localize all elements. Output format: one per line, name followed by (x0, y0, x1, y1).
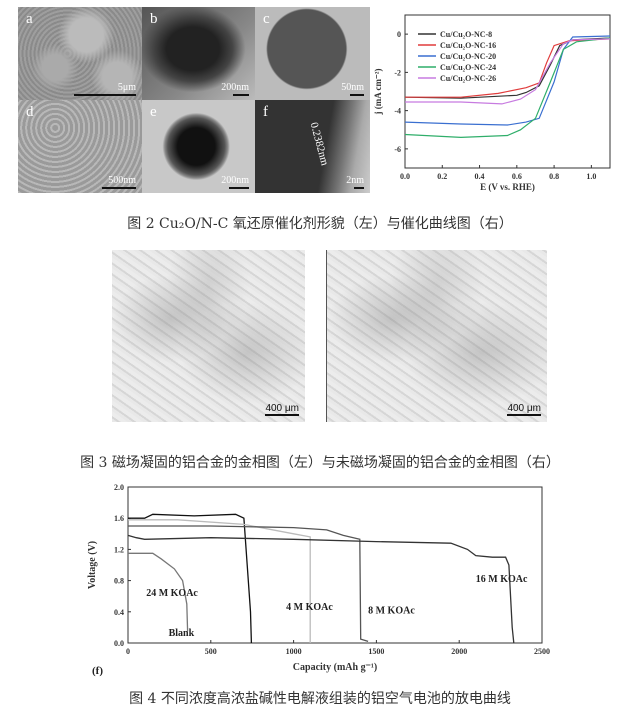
scale-bar: 200nm (221, 82, 249, 96)
legend-label: Cu/Cu₂O-NC-26 (440, 74, 496, 83)
panel-label: d (26, 104, 34, 120)
scale-bar: 200nm (221, 175, 249, 189)
x-tick-label: 2500 (534, 647, 550, 656)
x-tick-label: 1500 (368, 647, 384, 656)
y-tick-label: 0.8 (114, 577, 124, 586)
series-line (128, 513, 253, 644)
micrograph-a: a 5μm (18, 7, 142, 100)
series-line (404, 37, 611, 139)
scale-bar: 5μm (74, 82, 136, 96)
panel-label: a (26, 11, 33, 27)
micrograph-b: b 200nm (142, 7, 255, 100)
series-line (128, 552, 189, 632)
metallograph-non-magnetic: 400 μm (326, 250, 547, 422)
series-line (404, 35, 611, 126)
scale-bar: 50nm (341, 82, 364, 96)
series-annotation: 8 M KOAc (368, 605, 415, 616)
series-annotation: Blank (169, 628, 195, 639)
plot-frame (127, 486, 543, 644)
scale-bar: 400 μm (265, 403, 299, 416)
series-line (128, 519, 311, 643)
scale-bar: 500nm (102, 175, 136, 189)
series-annotation: 24 M KOAc (146, 588, 198, 599)
series-line (405, 38, 611, 98)
panel-label: c (263, 11, 270, 27)
figure3-caption: 图 3 磁场凝固的铝合金的金相图（左）与未磁场凝固的铝合金的金相图（右） (80, 455, 560, 471)
y-axis-label: Voltage (V) (87, 541, 98, 589)
scale-bar: 2nm (346, 175, 364, 189)
figure2-caption: 图 2 Cu₂O/N-C 氧还原催化剂形貌（左）与催化曲线图（右） (127, 216, 513, 232)
series-line (405, 38, 611, 105)
series-annotation: 4 M KOAc (286, 602, 333, 613)
x-tick-label: 1000 (286, 647, 302, 656)
y-tick-label: 1.6 (114, 514, 124, 523)
y-tick-label: -4 (394, 107, 401, 116)
x-tick-label: 1.0 (586, 172, 596, 181)
metallograph-magnetic: 400 μm (112, 250, 305, 422)
x-tick-label: 0.4 (475, 172, 485, 181)
x-tick-label: 0.6 (512, 172, 522, 181)
orr-polarization-chart: 0.0 0.2 0.4 0.6 0.8 1.0 0 -2 -4 -6 E (V vs. RHE) j … (373, 14, 611, 192)
x-tick-label: 0.2 (437, 172, 447, 181)
y-tick-label: -2 (394, 68, 401, 77)
legend-label: Cu/Cu₂O-NC-24 (440, 63, 496, 72)
micrograph-c: c 50nm (255, 7, 370, 100)
y-tick-label: 0.0 (114, 639, 124, 648)
figure2-micrographs: a 5μm b 200nm c 50nm d 500nm e 200nm f 0… (18, 7, 370, 193)
panel-label: e (150, 104, 157, 120)
y-tick-label: -6 (394, 145, 401, 154)
x-tick-label: 2000 (451, 647, 467, 656)
y-axis-label: j (mA cm⁻²) (373, 69, 383, 116)
y-tick-label: 0 (397, 30, 401, 39)
legend-label: Cu/Cu₂O-NC-16 (440, 41, 496, 50)
series-line (404, 37, 611, 99)
y-tick-label: 2.0 (114, 483, 124, 492)
panel-label: (f) (92, 665, 103, 677)
legend-label: Cu/Cu₂O-NC-8 (440, 30, 492, 39)
micrograph-d: d 500nm (18, 100, 142, 193)
x-tick-label: 500 (205, 647, 217, 656)
plot-frame (404, 14, 611, 169)
micrograph-f: f 0.2382nm 2nm (255, 100, 370, 193)
scale-bar: 400 μm (507, 403, 541, 416)
figure4-caption: 图 4 不同浓度高浓盐碱性电解液组装的铝空气电池的放电曲线 (129, 691, 511, 707)
x-tick-label: 0.8 (549, 172, 559, 181)
discharge-curve-chart: 0 500 1000 1500 2000 2500 0.0 0.4 0.8 1.2 1.6 2.0 Ca… (87, 483, 550, 677)
panel-label: f (263, 104, 268, 120)
x-axis-label: E (V vs. RHE) (480, 182, 535, 192)
x-tick-label: 0 (126, 647, 130, 656)
micrograph-e: e 200nm (142, 100, 255, 193)
y-tick-label: 0.4 (114, 608, 124, 617)
x-tick-label: 0.0 (400, 172, 410, 181)
series-line (127, 534, 515, 644)
lattice-spacing-label: 0.2382nm (307, 121, 331, 167)
panel-label: b (150, 11, 158, 27)
series-annotation: 16 M KOAc (476, 574, 528, 585)
y-tick-label: 1.2 (114, 545, 124, 554)
series-line (128, 525, 369, 643)
legend-label: Cu/Cu₂O-NC-20 (440, 52, 496, 61)
x-axis-label: Capacity (mAh g⁻¹) (293, 662, 377, 673)
